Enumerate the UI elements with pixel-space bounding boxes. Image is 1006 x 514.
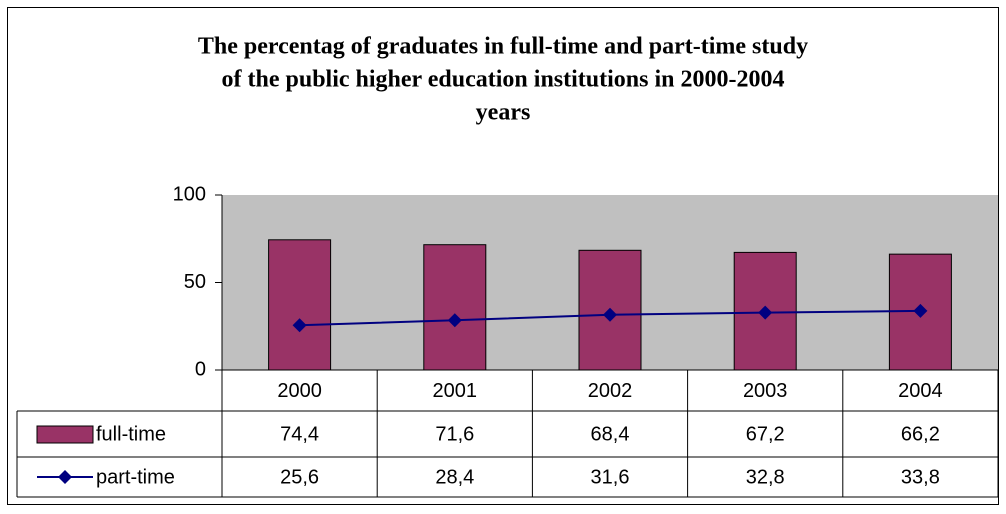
point	[447, 313, 462, 328]
x-tick-label: 2000	[277, 380, 322, 402]
table-value: 66,2	[901, 423, 940, 445]
chart-title: years	[476, 100, 531, 126]
x-tick-label: 2004	[898, 380, 943, 402]
table-value: 33,8	[901, 466, 940, 488]
point	[913, 303, 928, 318]
legend-label: full-time	[96, 423, 166, 445]
table-value: 28,4	[435, 466, 474, 488]
bar	[423, 244, 487, 371]
point	[758, 305, 773, 320]
legend-label: part-time	[96, 466, 175, 488]
point	[292, 318, 307, 333]
x-tick-label: 2002	[588, 380, 633, 402]
legend-key	[58, 470, 72, 484]
table-value: 67,2	[746, 423, 785, 445]
table-value: 74,4	[280, 423, 319, 445]
table-value: 68,4	[591, 423, 630, 445]
point	[603, 307, 617, 322]
y-tick-label: 100	[173, 183, 206, 205]
x-tick-label: 2003	[743, 380, 788, 402]
table-value: 32,8	[746, 466, 785, 488]
y-tick-label: 0	[195, 358, 206, 380]
chart-title: of the public higher education instituti…	[222, 67, 785, 93]
table-value: 25,6	[280, 466, 319, 488]
legend-key	[36, 425, 94, 444]
table-value: 31,6	[591, 466, 630, 488]
y-tick-label: 50	[184, 271, 206, 293]
chart-title: The percentag of graduates in full-time …	[198, 34, 808, 60]
x-tick-label: 2001	[433, 380, 478, 402]
bar	[268, 239, 332, 371]
table-value: 71,6	[435, 423, 474, 445]
